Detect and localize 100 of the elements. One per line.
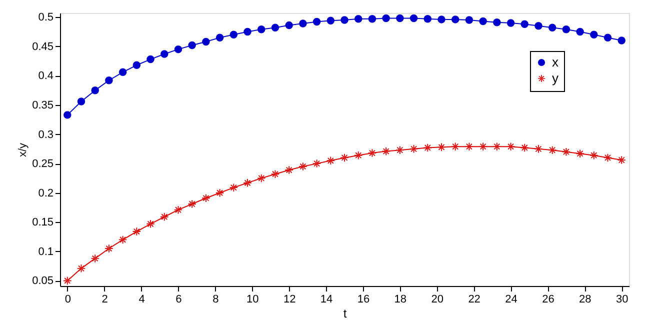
point	[590, 151, 598, 160]
point	[285, 21, 293, 30]
point	[506, 142, 515, 150]
point	[174, 206, 182, 214]
x-tick-label: 26	[542, 294, 554, 306]
point	[438, 16, 446, 24]
point	[257, 26, 266, 34]
y-tick-label: 0.05	[32, 275, 54, 288]
point	[354, 14, 362, 23]
x-tick-label: 22	[468, 294, 480, 306]
point	[493, 18, 501, 26]
point	[160, 213, 168, 221]
point	[160, 50, 168, 58]
point	[105, 76, 113, 84]
point	[64, 111, 72, 119]
point	[216, 34, 224, 42]
point	[257, 174, 266, 182]
point	[285, 166, 293, 174]
y-tick-label: 0.1	[38, 246, 54, 258]
y-tick-label: 0.15	[32, 216, 54, 229]
point	[326, 156, 335, 165]
point	[132, 228, 141, 236]
point	[216, 188, 224, 197]
point	[188, 41, 196, 50]
y-tick-label: 0.2	[38, 187, 54, 200]
point	[118, 236, 127, 244]
point	[618, 156, 626, 164]
point	[562, 26, 570, 34]
point	[202, 38, 210, 46]
point	[132, 61, 141, 70]
x-tick-label: 2	[102, 294, 108, 306]
point	[479, 17, 487, 26]
x-tick-label: 8	[212, 294, 219, 306]
point	[271, 24, 280, 32]
point	[590, 30, 598, 39]
point	[604, 154, 612, 162]
point	[534, 22, 542, 30]
point	[271, 170, 280, 178]
point	[382, 14, 390, 22]
point	[576, 28, 584, 36]
point	[506, 19, 515, 27]
point	[244, 179, 252, 187]
x-tick-label: 18	[394, 294, 407, 306]
y-tick-label: 0.4	[38, 70, 54, 82]
point	[382, 147, 390, 156]
point	[64, 276, 72, 285]
point	[396, 146, 404, 154]
x-tick-label: 4	[138, 294, 145, 306]
point	[354, 151, 362, 160]
point	[326, 16, 335, 24]
point	[77, 98, 86, 106]
y-tick-label: 0.5	[38, 12, 54, 24]
point	[188, 200, 196, 208]
point	[312, 18, 321, 26]
point	[520, 144, 528, 152]
point	[548, 146, 556, 154]
point	[424, 14, 432, 23]
x-tick-label: 30	[616, 294, 628, 306]
point	[368, 149, 376, 157]
point	[534, 145, 542, 153]
point	[548, 24, 556, 32]
point	[299, 162, 307, 170]
point	[91, 254, 99, 262]
point	[618, 36, 626, 44]
point	[604, 34, 612, 42]
x-tick-label: 12	[283, 294, 296, 306]
point	[451, 16, 460, 24]
x-tick-label: 20	[431, 294, 444, 306]
point	[576, 150, 584, 158]
point	[368, 14, 376, 23]
point	[465, 142, 474, 150]
point	[438, 143, 446, 152]
point	[230, 184, 238, 192]
point	[451, 142, 460, 150]
y-tick-label: 0.45	[32, 40, 54, 53]
point	[410, 145, 418, 153]
point	[562, 148, 570, 156]
x-tick-label: 6	[176, 294, 182, 306]
point	[202, 194, 210, 202]
point	[91, 86, 99, 94]
legend-label: x	[552, 54, 559, 70]
x-axis-title: t	[343, 306, 348, 320]
y-tick-label: 0.25	[32, 158, 54, 170]
point	[146, 55, 154, 64]
point	[493, 142, 501, 150]
point	[244, 28, 252, 36]
x-tick-label: 14	[320, 294, 333, 306]
point	[396, 14, 404, 22]
point	[312, 160, 321, 168]
point	[424, 144, 432, 152]
legend-label: y	[552, 70, 559, 86]
point	[77, 264, 86, 272]
point	[118, 68, 127, 76]
point	[410, 14, 418, 22]
x-tick-label: 0	[64, 294, 71, 306]
y-tick-label: 0.3	[38, 128, 54, 141]
x-tick-label: 24	[505, 294, 518, 306]
point	[230, 30, 238, 39]
point	[146, 220, 154, 228]
point	[299, 20, 307, 28]
